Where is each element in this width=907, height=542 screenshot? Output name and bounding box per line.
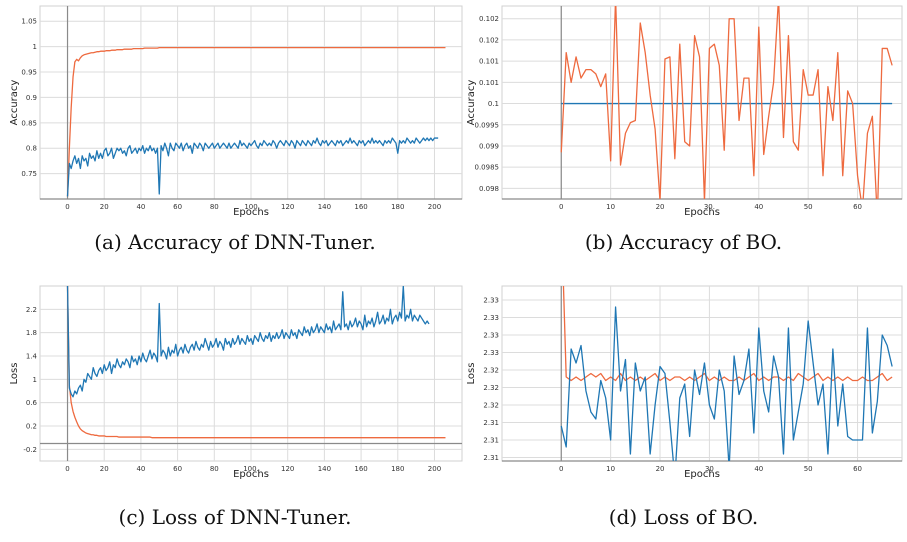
x-tick-label: 40 — [136, 465, 145, 473]
y-tick-label: 0.0985 — [475, 164, 500, 172]
caption-c: (c) Loss of DNN-Tuner. — [118, 505, 352, 529]
x-tick-label: 140 — [318, 203, 331, 211]
x-tick-label: 20 — [656, 203, 665, 211]
x-tick-label: 100 — [244, 203, 257, 211]
x-tick-label: 180 — [391, 203, 404, 211]
x-tick-label: 50 — [804, 465, 813, 473]
y-tick-label: 1 — [33, 43, 37, 51]
y-axis-label: Accuracy — [9, 80, 20, 126]
x-tick-label: 30 — [705, 465, 714, 473]
y-tick-label: 2.32 — [483, 402, 499, 410]
y-tick-label: 2.32 — [483, 384, 499, 392]
x-tick-label: 0 — [559, 465, 563, 473]
y-tick-label: 2.33 — [483, 314, 499, 322]
series-line-1 — [560, 306, 893, 461]
series-line-0 — [66, 286, 446, 439]
series-line-1 — [66, 137, 439, 197]
chart-b: 0 10 20 30. 40 50 600.0980.09850.0990.09950.10… — [466, 5, 903, 218]
x-tick-label: 160 — [354, 465, 367, 473]
x-tick-label: 200 — [428, 203, 441, 211]
x-tick-label: 120 — [281, 465, 294, 473]
series-line-0 — [66, 47, 446, 197]
y-tick-label: 0.85 — [21, 119, 37, 127]
x-axis-label: Epochs — [684, 469, 720, 480]
y-tick-label: 2.31 — [483, 454, 499, 462]
x-tick-label: 100. — [243, 465, 259, 473]
y-tick-label: 0.9 — [26, 94, 37, 102]
x-tick-label: 30. — [704, 203, 715, 211]
x-tick-label: 0 — [65, 465, 69, 473]
x-axis-label: Epochs — [684, 207, 720, 218]
x-tick-label: 60 — [853, 465, 862, 473]
panel-c: 0 20 40 60 80 100. 120 140 160 180 200 -0.2 0.2 0.6 1 1… — [0, 278, 470, 500]
series-line-0 — [562, 286, 893, 382]
y-tick-label: 0.101 — [479, 79, 499, 87]
y-tick-label: 0.6 — [26, 399, 38, 407]
x-axis-label: Epochs — [233, 207, 269, 218]
x-tick-label: 10 — [606, 203, 615, 211]
caption-b: (b) Accuracy of BO. — [584, 230, 783, 254]
chart-a: 0 20 40 60 80 100 120 140 160 180 200 0.75 0.8 0.85 0.… — [9, 5, 463, 218]
y-tick-label: 0.099 — [479, 142, 499, 150]
x-tick-label: 0 — [559, 203, 563, 211]
y-tick-label: 0.098 — [479, 185, 499, 193]
y-axis-label: Accuracy — [466, 80, 477, 126]
y-tick-label: 2.31 — [483, 437, 499, 445]
y-tick-label: 0.1 — [488, 100, 499, 108]
x-tick-label: 200 — [428, 465, 441, 473]
x-tick-label: 160 — [354, 203, 367, 211]
y-tick-label: 2.32 — [483, 367, 499, 375]
y-tick-label: 0.0995 — [475, 121, 500, 129]
y-tick-label: -0.2 — [23, 446, 37, 454]
x-tick-label: 40 — [754, 465, 763, 473]
y-tick-label: 0.2 — [26, 423, 37, 431]
caption-a: (a) Accuracy of DNN-Tuner. — [94, 230, 376, 254]
x-tick-label: 140 — [318, 465, 331, 473]
series-line-1 — [560, 6, 893, 199]
y-tick-label: 1.05 — [21, 18, 37, 26]
y-axis-label: Loss — [466, 363, 477, 385]
y-tick-label: 0.95 — [21, 69, 37, 77]
x-tick-label: 20 — [100, 465, 109, 473]
panel-b: 0 10 20 30. 40 50 60 0.098 0.0985 0.099 0.0995 0.1 0… — [460, 0, 907, 230]
y-tick-label: 0.101 — [479, 58, 499, 66]
x-tick-label: 50 — [804, 203, 813, 211]
caption-d: (d) Loss of BO. — [608, 505, 759, 529]
y-tick-label: 0.102 — [479, 36, 499, 44]
x-tick-label: 120 — [281, 203, 294, 211]
panel-a: 0 20 40 60 80 100 120 140 160 180 200 0.75 0.8 0.85 0.… — [0, 0, 470, 230]
y-tick-label: 2.33 — [483, 332, 499, 340]
y-tick-label: 2.2 — [26, 306, 37, 314]
y-tick-label: 1 — [33, 376, 37, 384]
x-tick-label: 80 — [210, 465, 219, 473]
chart-c: 0 20 40 60 80 100. 120 140 160 180 200 -0.2 0.2 0.6 1 1… — [9, 285, 463, 480]
series-line-1 — [66, 286, 430, 398]
panel-d: 0 10 20 30 40 50 60 2.31 2.31 2.31 2.32 2.32 2.32 2.3… — [460, 278, 907, 500]
y-tick-label: 0.75 — [21, 170, 37, 178]
x-tick-label: 80 — [210, 203, 219, 211]
y-tick-label: 0.8 — [26, 145, 37, 153]
x-tick-label: 40 — [136, 203, 145, 211]
y-tick-label: 2.31 — [483, 419, 499, 427]
x-tick-label: 180 — [391, 465, 404, 473]
y-tick-label: 2.33 — [483, 349, 499, 357]
x-tick-label: 0 — [65, 203, 69, 211]
x-axis-label: Epochs — [233, 469, 269, 480]
x-tick-label: 60 — [173, 465, 182, 473]
x-tick-label: 10 — [606, 465, 615, 473]
y-tick-label: 2.33 — [483, 297, 499, 305]
x-tick-label: 60 — [853, 203, 862, 211]
y-tick-label: 0.102 — [479, 15, 499, 23]
chart-d: 0 10 20 30 40 50 60 2.31 2.31 2.31 2.32 2.32 2.32 2.3… — [466, 285, 903, 480]
y-tick-label: 1.4 — [26, 353, 38, 361]
plot-area — [501, 285, 903, 462]
x-tick-label: 20 — [656, 465, 665, 473]
y-tick-label: 1.8 — [26, 329, 37, 337]
x-tick-label: 20 — [100, 203, 109, 211]
y-axis-label: Loss — [9, 363, 20, 385]
x-tick-label: 40 — [754, 203, 763, 211]
x-tick-label: 60 — [173, 203, 182, 211]
